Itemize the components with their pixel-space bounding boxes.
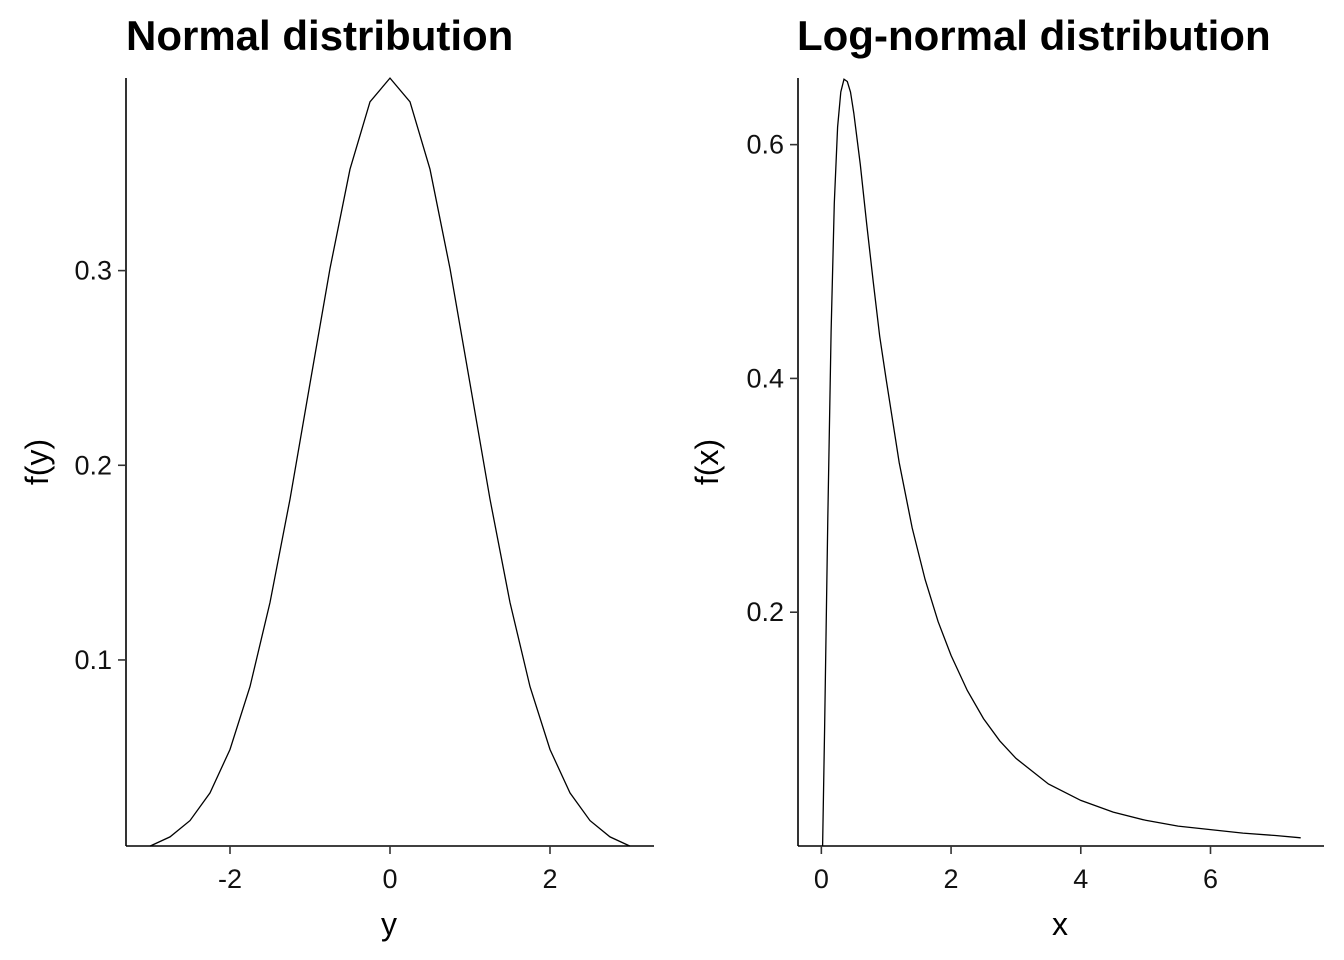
x-tick-label: 6	[1203, 864, 1218, 894]
x-tick-label: 0	[814, 864, 829, 894]
x-axis-title: x	[1052, 906, 1068, 942]
y-tick-label: 0.2	[74, 450, 112, 480]
x-tick-label: 0	[382, 864, 397, 894]
y-tick-label: 0.2	[746, 597, 784, 627]
y-tick-label: 0.4	[746, 363, 784, 393]
x-tick-label: 2	[944, 864, 959, 894]
log-normal-distribution-panel: Log-normal distribution 0 2 4 60.20.40.6 x …	[689, 12, 1324, 942]
y-tick-label: 0.1	[74, 645, 112, 675]
x-tick-label: 2	[542, 864, 557, 894]
normal-distribution-panel: Normal distribution -2 0 2 0.1 0.2 0.3 y f(y)	[19, 12, 654, 942]
y-tick-label: 0.3	[74, 256, 112, 286]
density-curve	[821, 78, 1301, 847]
x-tick-label: 4	[1073, 864, 1088, 894]
y-axis-title: f(x)	[689, 439, 725, 485]
x-tick-label: -2	[218, 864, 242, 894]
density-curve	[149, 77, 631, 847]
y-axis-title: f(y)	[19, 439, 55, 485]
x-axis-title: y	[381, 906, 397, 942]
tick-group: -2 0 2 0.1 0.2 0.3	[74, 256, 557, 894]
chart-title: Log-normal distribution	[797, 12, 1271, 59]
chart-title: Normal distribution	[126, 12, 513, 59]
y-tick-label: 0.6	[746, 130, 784, 160]
tick-group: 0 2 4 6 0.2 0.4 0.6	[746, 130, 1218, 894]
